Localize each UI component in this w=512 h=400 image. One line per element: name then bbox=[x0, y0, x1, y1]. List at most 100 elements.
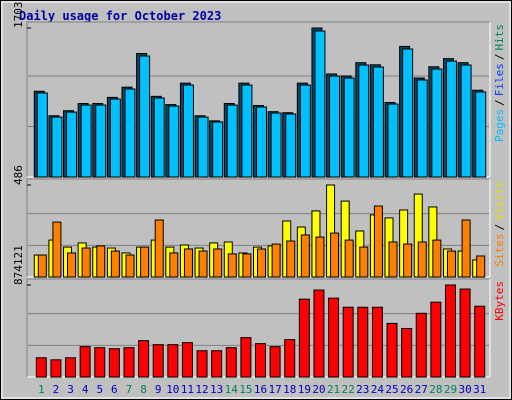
x-tick-label: 18 bbox=[283, 383, 296, 396]
legend: KBytes bbox=[493, 281, 506, 321]
bar bbox=[430, 301, 442, 378]
x-tick-label: 26 bbox=[400, 383, 413, 396]
bar bbox=[242, 253, 252, 278]
legend-entry: Files bbox=[493, 63, 506, 96]
bar bbox=[475, 91, 487, 178]
y-tick-label: 874121 bbox=[12, 245, 25, 285]
bar bbox=[50, 359, 62, 378]
bar bbox=[344, 239, 354, 278]
bar bbox=[372, 66, 384, 178]
x-tick-label: 11 bbox=[181, 383, 194, 396]
bar bbox=[474, 305, 486, 378]
bar bbox=[386, 322, 398, 378]
legend-separator: / bbox=[493, 99, 506, 106]
bar bbox=[285, 113, 297, 178]
bar bbox=[168, 105, 180, 178]
bar bbox=[256, 106, 267, 178]
bar bbox=[139, 55, 151, 178]
bar bbox=[196, 350, 208, 378]
bar bbox=[66, 111, 78, 178]
bar bbox=[271, 243, 281, 278]
x-tick-label: 5 bbox=[96, 383, 103, 396]
legend-entry: Pages bbox=[493, 109, 506, 142]
x-tick-label: 10 bbox=[166, 383, 179, 396]
bar bbox=[315, 236, 325, 278]
bar bbox=[138, 340, 150, 378]
legend-entry: Hits bbox=[493, 24, 506, 51]
bar bbox=[446, 250, 456, 278]
bar bbox=[110, 250, 120, 278]
bar bbox=[167, 344, 179, 378]
bar bbox=[342, 306, 354, 378]
bar bbox=[432, 239, 442, 278]
legend-entry: Sites bbox=[493, 233, 506, 266]
bar bbox=[67, 252, 77, 278]
bar bbox=[213, 248, 223, 278]
bar bbox=[476, 255, 486, 278]
x-tick-label: 17 bbox=[268, 383, 281, 396]
bar bbox=[417, 241, 427, 278]
x-tick-label: 3 bbox=[67, 383, 74, 396]
bar bbox=[124, 88, 136, 178]
bar bbox=[109, 98, 121, 178]
legend-entry: Visits bbox=[493, 181, 506, 221]
bar bbox=[51, 116, 63, 178]
x-tick-label: 23 bbox=[356, 383, 369, 396]
bar bbox=[314, 30, 326, 178]
x-tick-label: 28 bbox=[429, 383, 442, 396]
bar bbox=[108, 348, 120, 378]
legend: Sites / Visits bbox=[493, 181, 506, 267]
x-tick-label: 6 bbox=[111, 383, 118, 396]
bar bbox=[95, 104, 107, 178]
legend-entry: KBytes bbox=[493, 281, 506, 321]
x-tick-label: 2 bbox=[53, 383, 60, 396]
bar bbox=[373, 205, 383, 278]
legend-separator: / bbox=[493, 224, 506, 231]
legend-separator: / bbox=[493, 54, 506, 61]
bar bbox=[298, 298, 310, 378]
bar bbox=[140, 246, 150, 278]
bar bbox=[357, 306, 369, 378]
bar bbox=[445, 60, 457, 178]
bar bbox=[402, 48, 414, 178]
bar bbox=[388, 241, 398, 278]
x-tick-label: 20 bbox=[312, 383, 325, 396]
bar bbox=[123, 347, 135, 378]
bar bbox=[226, 104, 238, 178]
bar bbox=[52, 221, 62, 278]
x-tick-label: 15 bbox=[239, 383, 252, 396]
x-tick-label: 29 bbox=[444, 383, 457, 396]
bar bbox=[387, 103, 399, 178]
bar bbox=[270, 112, 282, 178]
x-tick-label: 31 bbox=[473, 383, 486, 396]
bar bbox=[35, 357, 47, 378]
bar bbox=[343, 77, 355, 178]
x-tick-label: 25 bbox=[385, 383, 398, 396]
x-tick-label: 21 bbox=[327, 383, 340, 396]
bar bbox=[257, 248, 266, 278]
bar bbox=[65, 357, 77, 378]
bar bbox=[169, 252, 179, 278]
bar bbox=[461, 219, 471, 278]
bar bbox=[183, 248, 193, 278]
x-tick-label: 8 bbox=[140, 383, 147, 396]
x-tick-label: 30 bbox=[458, 383, 471, 396]
x-tick-label: 13 bbox=[210, 383, 223, 396]
bar bbox=[416, 79, 428, 178]
bar bbox=[181, 342, 193, 378]
bar bbox=[36, 92, 48, 178]
bar bbox=[255, 343, 266, 378]
bar bbox=[328, 297, 340, 378]
legend: Pages / Files / Hits bbox=[493, 24, 506, 142]
bar bbox=[359, 246, 369, 278]
bar bbox=[96, 245, 106, 278]
x-tick-label: 22 bbox=[342, 383, 355, 396]
x-tick-label: 4 bbox=[82, 383, 89, 396]
bar bbox=[300, 234, 310, 278]
bar bbox=[431, 68, 443, 178]
bar bbox=[152, 344, 164, 378]
x-tick-label: 24 bbox=[371, 383, 385, 396]
bar bbox=[197, 116, 209, 178]
bar bbox=[371, 306, 383, 378]
